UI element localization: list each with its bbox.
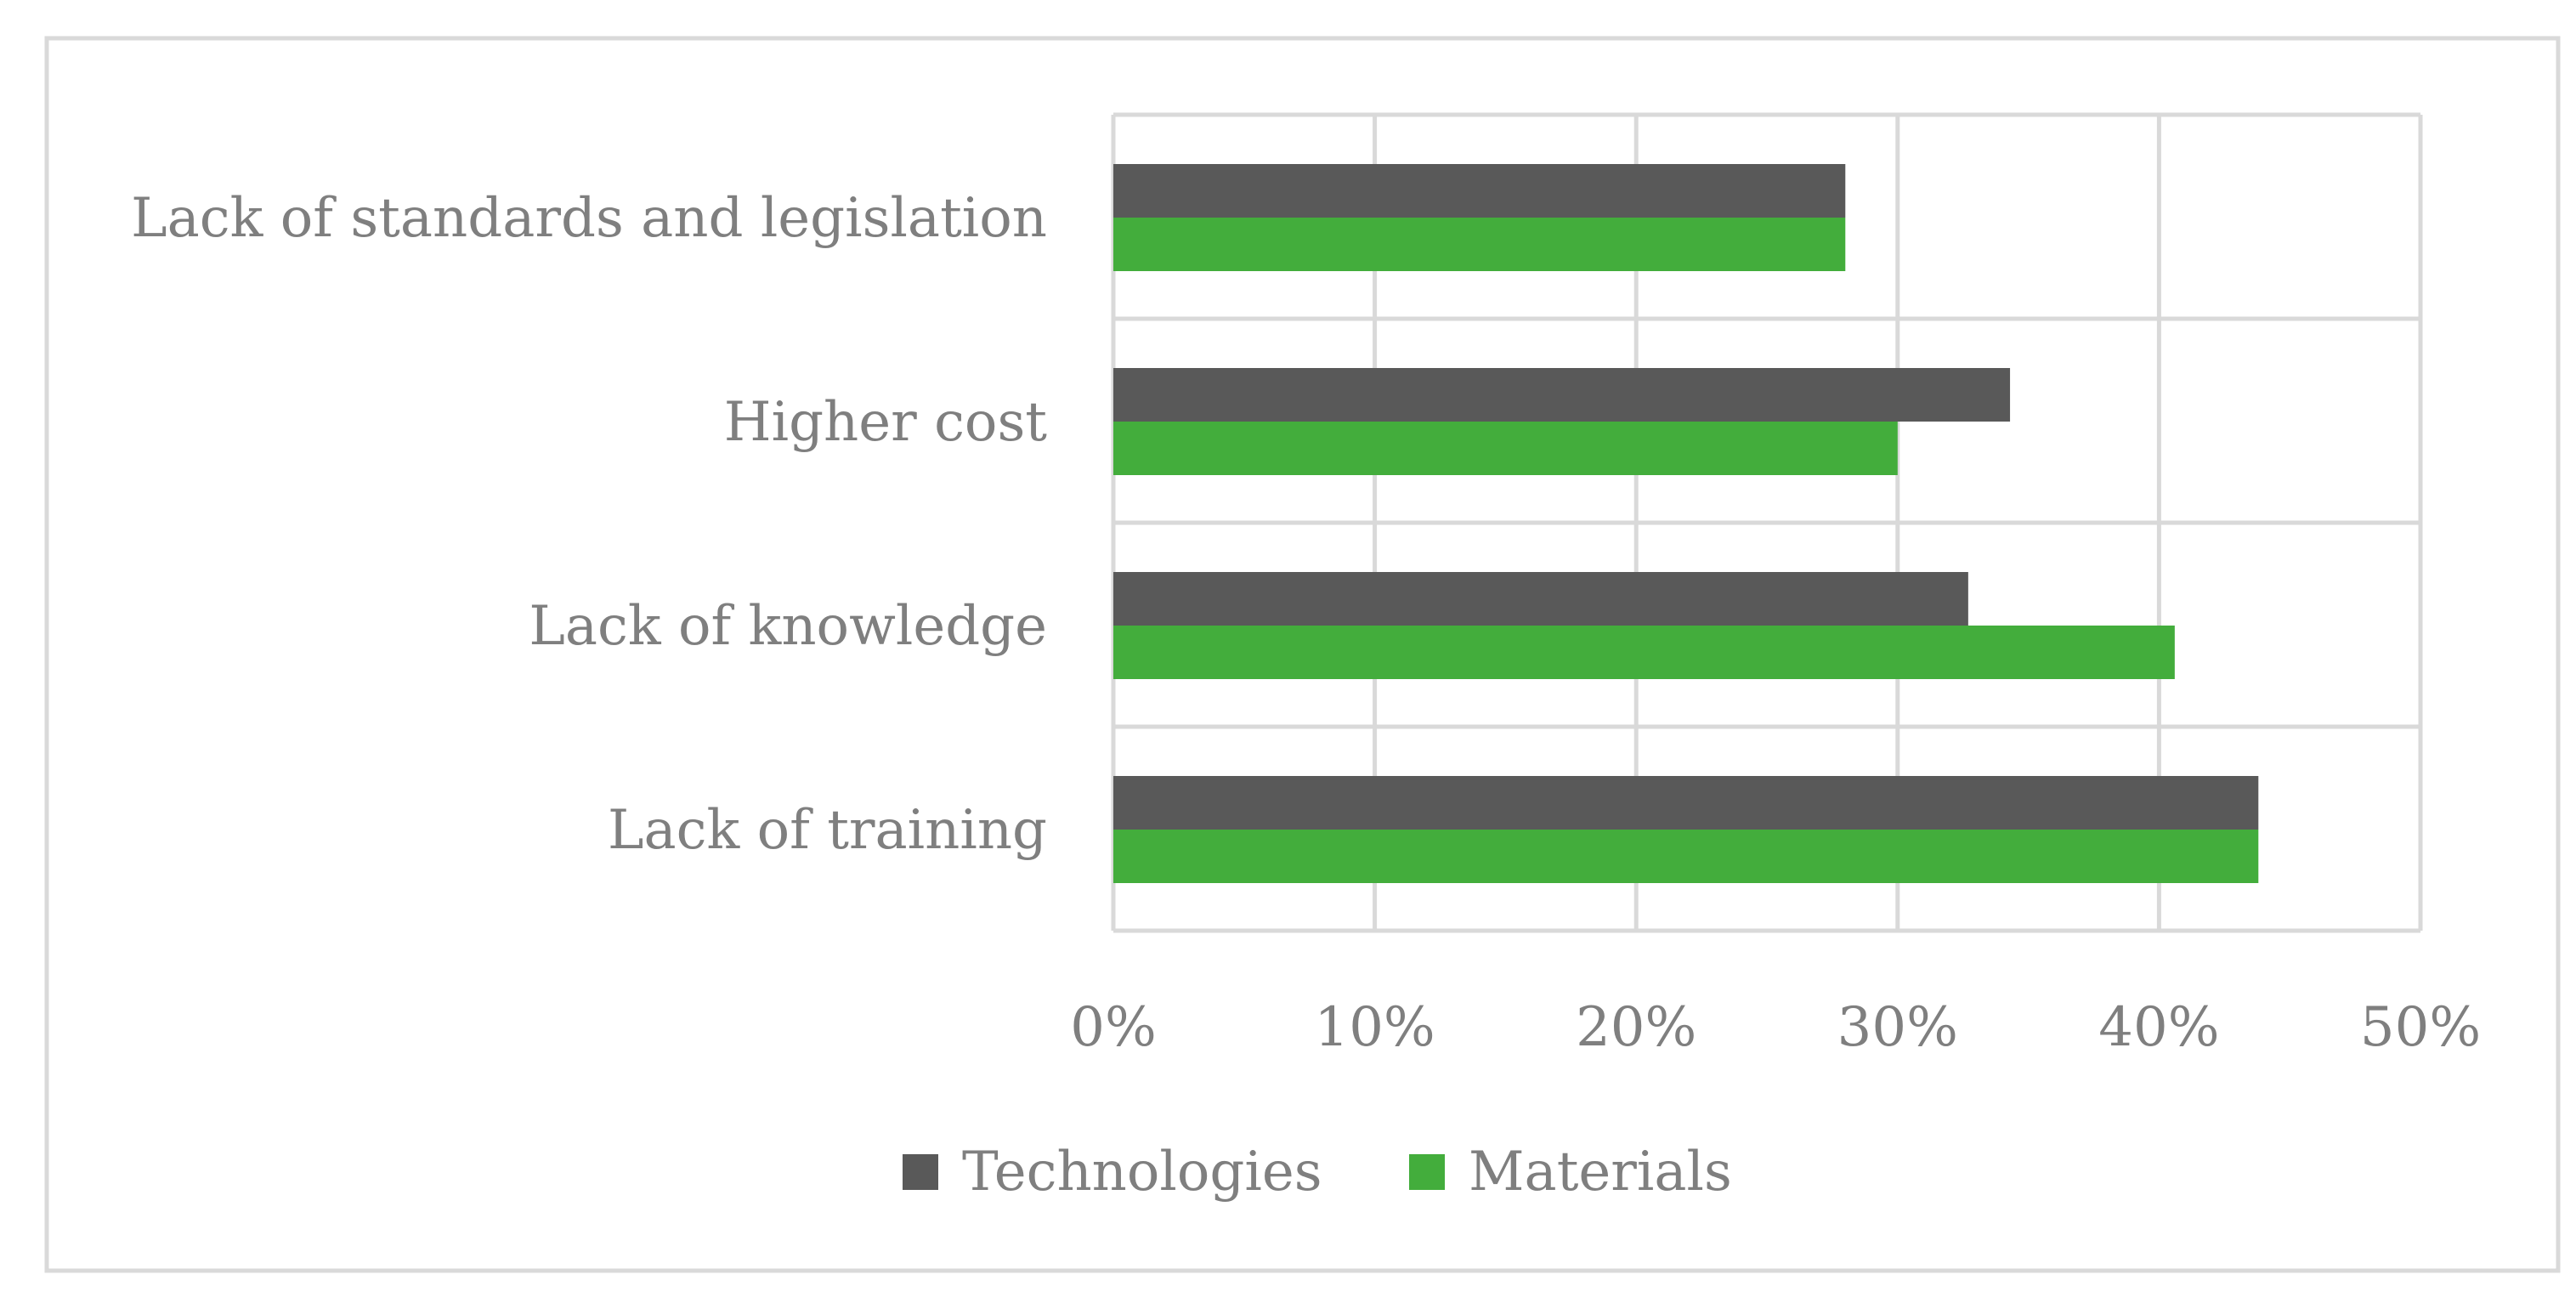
bar-technologies-1 [1113,164,1846,218]
x-tick-label: 0% [1070,996,1157,1059]
x-tick-label: 10% [1314,996,1435,1059]
category-label: Higher cost [724,391,1048,454]
x-tick-label: 40% [2098,996,2219,1059]
bar-materials-1 [1113,218,1846,271]
bars [1113,164,2259,883]
bar-materials-3 [1113,626,2175,679]
category-label: Lack of standards and legislation [131,187,1047,250]
bar-technologies-3 [1113,572,1968,626]
legend-label-materials: Materials [1469,1141,1732,1204]
category-labels: Lack of standards and legislation Higher … [131,187,1047,862]
x-tick-label: 50% [2360,996,2481,1059]
legend-label-technologies: Technologies [962,1141,1322,1204]
x-tick-label: 30% [1837,996,1958,1059]
bar-materials-2 [1113,422,1898,475]
bar-technologies-4 [1113,776,2259,830]
x-axis-tick-labels: 0% 10% 20% 30% 40% 50% [1070,996,2481,1059]
bar-materials-4 [1113,830,2259,883]
legend-swatch-technologies [903,1154,938,1190]
legend-swatch-materials [1409,1154,1445,1190]
legend: Technologies Materials [903,1141,1732,1204]
x-tick-label: 20% [1576,996,1696,1059]
category-label: Lack of training [608,799,1047,862]
category-label: Lack of knowledge [529,595,1047,658]
bar-technologies-2 [1113,368,2011,422]
